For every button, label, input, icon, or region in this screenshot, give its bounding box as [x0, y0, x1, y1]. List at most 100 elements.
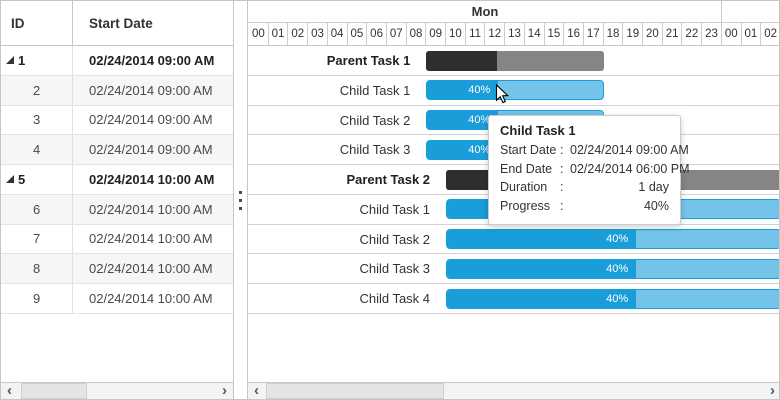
table-row[interactable]: 5 02/24/2014 10:00 AM: [1, 165, 233, 195]
child-taskbar[interactable]: 40%: [446, 229, 779, 250]
tooltip-fields: Start Date:02/24/2014 09:00 AM End Date:0…: [500, 141, 690, 216]
start-date-cell: 02/24/2014 10:00 AM: [89, 261, 213, 277]
chart-hscrollbar[interactable]: ‹ ›: [247, 382, 779, 399]
hour-cell: 05: [348, 23, 368, 45]
row-id: 1: [18, 52, 26, 68]
table-row[interactable]: 7 02/24/2014 10:00 AM: [1, 224, 233, 255]
scroll-right-icon[interactable]: ›: [770, 382, 775, 399]
tooltip-field-value: 02/24/2014 09:00 AM: [570, 143, 689, 157]
row-id: 8: [33, 261, 41, 277]
tooltip-field-colon: :: [560, 143, 564, 157]
row-id: 3: [33, 112, 41, 128]
tooltip-field: Start Date:02/24/2014 09:00 AM: [500, 141, 689, 160]
scroll-left-icon[interactable]: ‹: [7, 382, 12, 399]
hour-cell: 02: [761, 23, 779, 45]
task-label: Child Task 3: [339, 142, 411, 158]
tooltip-field: Progress: 40%: [500, 197, 669, 216]
hour-cell: 23: [702, 23, 722, 45]
splitter-dot-icon: [239, 190, 242, 194]
hour-cell: 04: [328, 23, 348, 45]
hour-cell: 16: [564, 23, 584, 45]
chart-row: Child Task 1 40%: [248, 76, 779, 106]
collapse-expanded-icon[interactable]: [6, 56, 14, 65]
hour-cell: 12: [485, 23, 506, 45]
column-header-start-date[interactable]: Start Date: [89, 15, 153, 31]
task-label: Child Task 1: [339, 82, 411, 98]
tooltip-field-value: 1 day: [638, 180, 669, 194]
id-cell: 4: [1, 135, 73, 165]
splitter-dot-icon: [239, 198, 242, 202]
hour-cell: 00: [722, 23, 742, 45]
taskbar-progress: 40%: [427, 140, 499, 159]
row-id: 6: [33, 201, 41, 217]
progress-label: 40%: [468, 143, 491, 156]
table-row[interactable]: 4 02/24/2014 09:00 AM: [1, 135, 233, 166]
tooltip-field-label: Progress: [500, 198, 551, 213]
hour-cell: 08: [407, 23, 427, 45]
child-taskbar[interactable]: 40%: [446, 288, 779, 309]
hour-cell: 15: [545, 23, 565, 45]
hour-cell: 14: [525, 23, 545, 45]
table-row[interactable]: 2 02/24/2014 09:00 AM: [1, 75, 233, 106]
child-taskbar[interactable]: 40%: [426, 80, 604, 101]
row-id: 9: [33, 291, 41, 306]
progress-label: 40%: [606, 262, 629, 275]
timeline-day-label: Mon: [249, 1, 722, 23]
parent-taskbar[interactable]: [426, 50, 604, 71]
taskbar-progress: [426, 50, 498, 71]
id-cell: 2: [1, 75, 73, 105]
taskbar-progress: 40%: [427, 111, 499, 130]
hour-cell: 00: [249, 23, 269, 45]
progress-label: 40%: [468, 114, 491, 127]
collapse-expanded-icon[interactable]: [6, 175, 14, 184]
start-date-cell: 02/24/2014 10:00 AM: [89, 171, 215, 187]
table-row[interactable]: 3 02/24/2014 09:00 AM: [1, 105, 233, 136]
id-cell: 8: [1, 254, 73, 284]
mouse-cursor-icon: [495, 83, 510, 110]
tooltip-title: Child Task 1: [500, 123, 576, 138]
column-header-id[interactable]: ID: [1, 1, 73, 45]
table-row[interactable]: 1 02/24/2014 09:00 AM: [1, 46, 233, 76]
tooltip-field-colon: :: [560, 161, 564, 176]
tooltip-field-label: Duration: [500, 180, 548, 194]
scroll-left-icon[interactable]: ‹: [254, 382, 259, 399]
chart-row: Child Task 2 40%: [248, 225, 779, 255]
chart-row: Parent Task 1: [248, 46, 779, 76]
chart-panel: Mon 00 01 02 03 04 05 06 07 08 09 10 11 12 13 14 15 16 17…: [247, 1, 779, 382]
hour-cell: 10: [446, 23, 466, 45]
scroll-right-icon[interactable]: ›: [222, 382, 227, 399]
table-row[interactable]: 8 02/24/2014 10:00 AM: [1, 254, 233, 285]
tooltip-field-colon: :: [560, 198, 564, 213]
splitter-handle[interactable]: [234, 1, 247, 399]
timeline-hour-tier: 00 01 02 03 04 05 06 07 08 09 10 11 12 13 14 15 16 17 18 19…: [248, 23, 779, 46]
taskbar-progress: 40%: [447, 230, 637, 249]
hour-cell: 19: [623, 23, 644, 45]
grid-rows: 1 02/24/2014 09:00 AM 2 02/24/2014 09:00 AM…: [1, 46, 233, 314]
row-id: 7: [33, 231, 41, 247]
chart-row: Child Task 3 40%: [248, 254, 779, 285]
id-cell: 7: [1, 224, 73, 254]
tooltip-field: Duration: 1 day: [500, 178, 669, 197]
table-row[interactable]: 9 02/24/2014 10:00 AM: [1, 284, 233, 314]
grid-hscrollbar[interactable]: ‹ ›: [1, 382, 234, 399]
splitter-dot-icon: [239, 206, 242, 210]
child-taskbar[interactable]: 40%: [446, 258, 779, 279]
hour-cell: 02: [288, 23, 309, 45]
id-cell: 9: [1, 284, 73, 313]
chart-scroll-thumb[interactable]: [266, 383, 444, 399]
start-date-cell: 02/24/2014 09:00 AM: [89, 52, 215, 68]
taskbar-progress: 40%: [427, 81, 499, 100]
progress-label: 40%: [606, 233, 629, 246]
start-date-cell: 02/24/2014 10:00 AM: [89, 201, 213, 217]
row-id: 5: [18, 171, 26, 187]
grid-scroll-thumb[interactable]: [21, 383, 87, 399]
hour-cell: 11: [466, 23, 486, 45]
tooltip-field-label: End Date: [500, 161, 553, 176]
progress-label: 40%: [606, 292, 629, 305]
start-date-cell: 02/24/2014 09:00 AM: [89, 112, 213, 128]
taskbar-progress: 40%: [447, 259, 637, 278]
table-row[interactable]: 6 02/24/2014 10:00 AM: [1, 194, 233, 225]
row-id: 2: [33, 82, 41, 98]
task-label: Child Task 4: [359, 291, 431, 307]
hour-cell: 20: [643, 23, 663, 45]
